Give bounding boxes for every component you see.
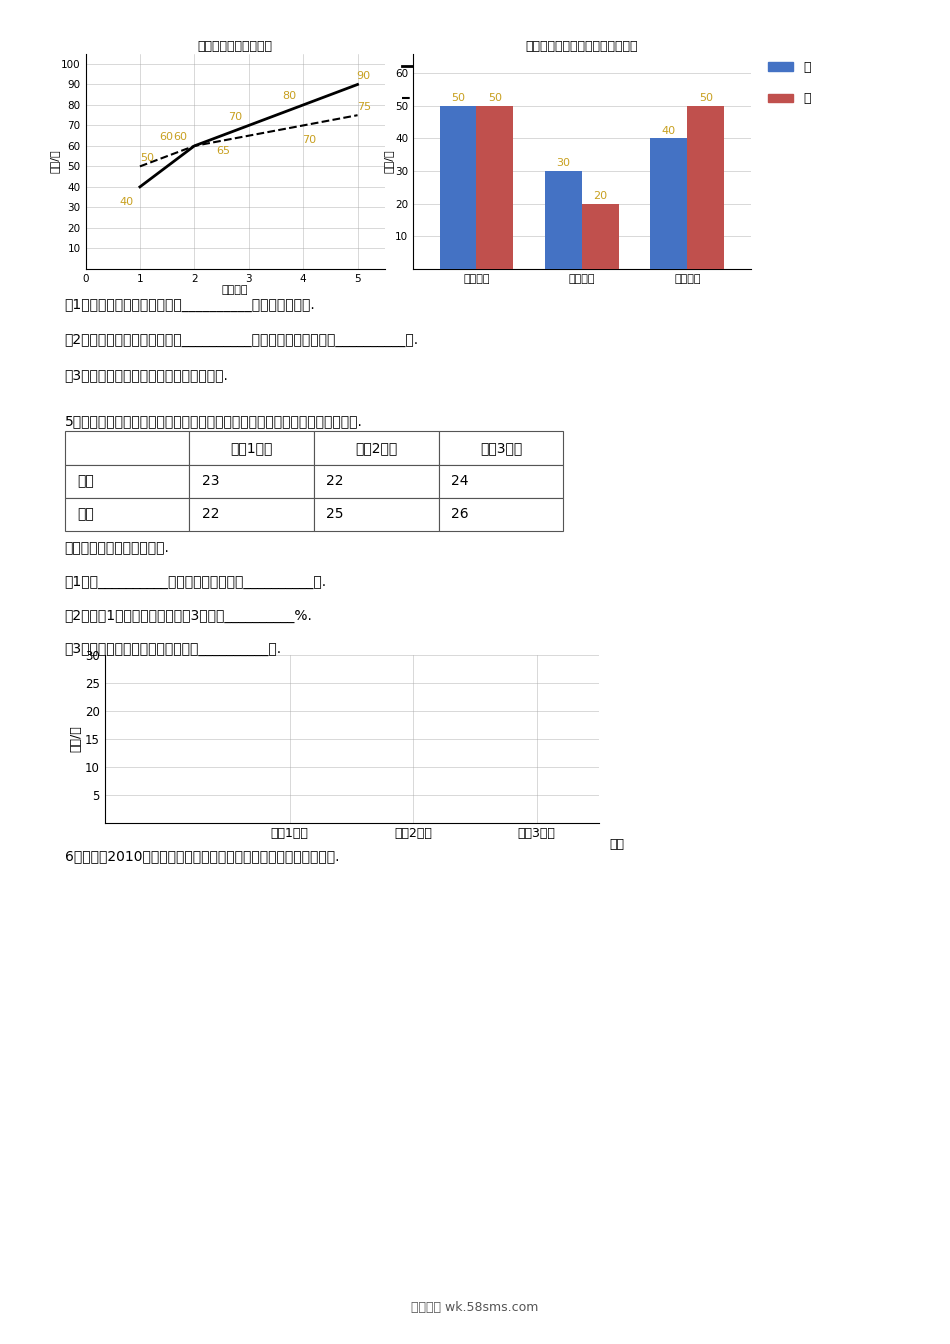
X-axis label: 自动次序: 自动次序 bbox=[222, 285, 248, 296]
Text: 75: 75 bbox=[357, 102, 371, 112]
Text: （3）请你算出甲最后三次自测的平均成绩.: （3）请你算出甲最后三次自测的平均成绩. bbox=[65, 368, 229, 382]
Text: （2）从条形统计图中可以看出__________思考的时间多一些，多__________分.: （2）从条形统计图中可以看出__________思考的时间多一些，多______… bbox=[65, 333, 419, 347]
Text: 90: 90 bbox=[356, 71, 370, 81]
Text: 70: 70 bbox=[302, 136, 315, 145]
Bar bbox=[581, 204, 618, 269]
Legend: 甲, 乙: 甲, 乙 bbox=[397, 55, 456, 110]
Text: （2）六（1）班人数相当于六（3）班的__________%.: （2）六（1）班人数相当于六（3）班的__________%. bbox=[65, 609, 313, 622]
Text: 50: 50 bbox=[488, 93, 502, 103]
Legend: 甲, 乙: 甲, 乙 bbox=[764, 55, 816, 110]
Title: 甲、乙自测成绩统计图: 甲、乙自测成绩统计图 bbox=[198, 39, 273, 52]
Y-axis label: 分数/分: 分数/分 bbox=[49, 149, 60, 173]
Text: 50: 50 bbox=[698, 93, 712, 103]
Text: 50: 50 bbox=[451, 93, 466, 103]
Bar bbox=[477, 106, 513, 269]
Text: 60: 60 bbox=[174, 132, 187, 142]
Text: 70: 70 bbox=[228, 112, 242, 122]
Text: 40: 40 bbox=[119, 198, 133, 207]
Text: 60: 60 bbox=[160, 132, 174, 142]
Bar bbox=[545, 171, 581, 269]
Bar bbox=[687, 106, 724, 269]
Text: 根据数据画统计图回答问题.: 根据数据画统计图回答问题. bbox=[65, 542, 169, 555]
Text: 5．下表是新华小学六年级各班人数的统计表，请根据表中数据画出条形统计图.: 5．下表是新华小学六年级各班人数的统计表，请根据表中数据画出条形统计图. bbox=[65, 414, 363, 427]
Text: 40: 40 bbox=[662, 126, 675, 136]
Text: 五八文库 wk.58sms.com: 五八文库 wk.58sms.com bbox=[411, 1301, 539, 1314]
Text: 30: 30 bbox=[557, 159, 570, 168]
Y-axis label: 单位/人: 单位/人 bbox=[69, 726, 82, 751]
Text: 80: 80 bbox=[282, 91, 296, 101]
Text: 6．下面是2010年上半年某汽车交易市场销售轿车和货车情况统计图.: 6．下面是2010年上半年某汽车交易市场销售轿车和货车情况统计图. bbox=[65, 849, 339, 863]
Title: 甲、乙在家学习的时间分配统计图: 甲、乙在家学习的时间分配统计图 bbox=[525, 39, 638, 52]
Text: 20: 20 bbox=[593, 191, 607, 202]
Y-axis label: 时间/分: 时间/分 bbox=[384, 149, 394, 173]
Text: （1）六__________班的人数最多，共有__________人.: （1）六__________班的人数最多，共有__________人. bbox=[65, 575, 327, 589]
Text: 班级: 班级 bbox=[610, 837, 624, 851]
Text: （1）从折线统计图中可以看出__________的成绩提高得快.: （1）从折线统计图中可以看出__________的成绩提高得快. bbox=[65, 298, 315, 312]
Text: （3）全年级平均每个班大约有学生__________人.: （3）全年级平均每个班大约有学生__________人. bbox=[65, 642, 282, 656]
Bar bbox=[651, 138, 687, 269]
Text: 65: 65 bbox=[217, 145, 231, 156]
Bar bbox=[440, 106, 477, 269]
Text: 50: 50 bbox=[140, 153, 154, 163]
